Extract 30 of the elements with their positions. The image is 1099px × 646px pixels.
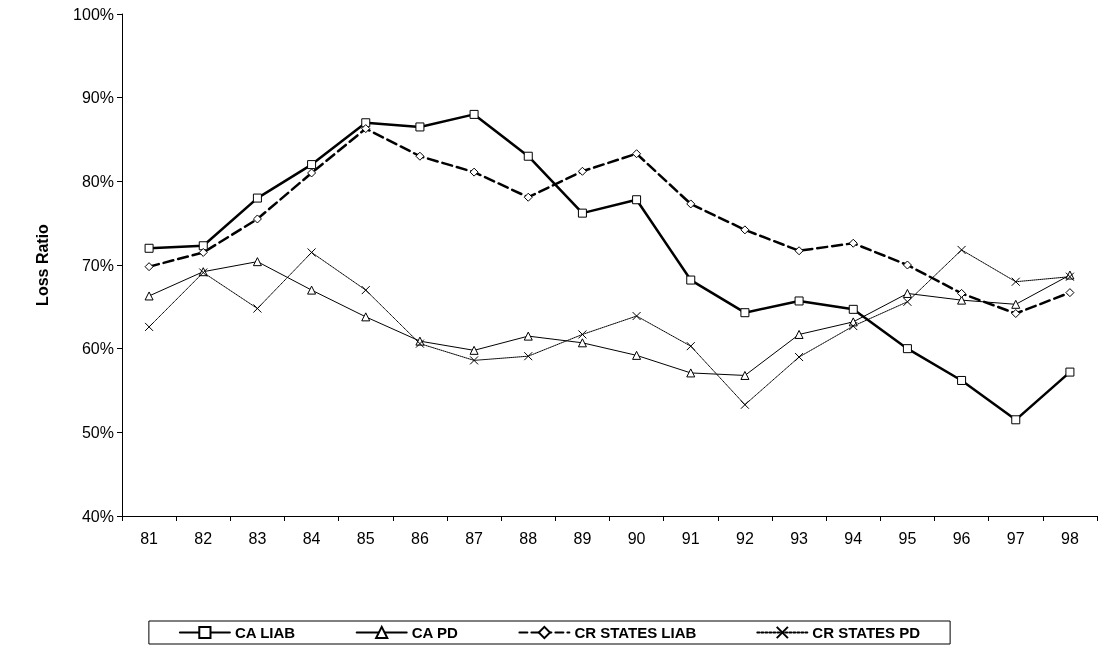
x-tick-label: 86: [411, 529, 429, 547]
x-tick-label: 95: [898, 529, 917, 547]
x-tick-label: 84: [302, 529, 321, 547]
y-tick-label: 100%: [73, 5, 114, 23]
x-tick-label: 96: [952, 529, 971, 547]
x-tick-label: 85: [356, 529, 375, 547]
x-tick-label: 82: [194, 529, 213, 547]
x-tick-label: 98: [1061, 529, 1079, 547]
x-tick-label: 89: [573, 529, 592, 547]
y-tick-label: 80%: [81, 172, 114, 190]
x-tick-label: 90: [627, 529, 646, 547]
y-tick-label: 50%: [81, 423, 114, 441]
x-tick-label: 81: [140, 529, 159, 547]
x-tick-label: 94: [844, 529, 863, 547]
y-axis-title: Loss Ratio: [33, 223, 51, 306]
y-tick-label: 70%: [81, 256, 114, 274]
legend-label: CR STATES PD: [812, 624, 921, 641]
x-tick-label: 97: [1006, 529, 1025, 547]
x-tick-label: 88: [519, 529, 538, 547]
legend-label: CA LIAB: [234, 624, 296, 641]
x-tick-label: 92: [736, 529, 754, 547]
x-tick-label: 93: [790, 529, 809, 547]
x-tick-label: 83: [248, 529, 267, 547]
x-tick-label: 87: [465, 529, 484, 547]
legend-label: CR STATES LIAB: [574, 624, 697, 641]
legend-label: CA PD: [411, 624, 458, 641]
y-tick-label: 90%: [81, 89, 114, 107]
y-tick-label: 60%: [81, 340, 114, 358]
y-tick-label: 40%: [81, 507, 114, 525]
x-tick-label: 91: [681, 529, 700, 547]
